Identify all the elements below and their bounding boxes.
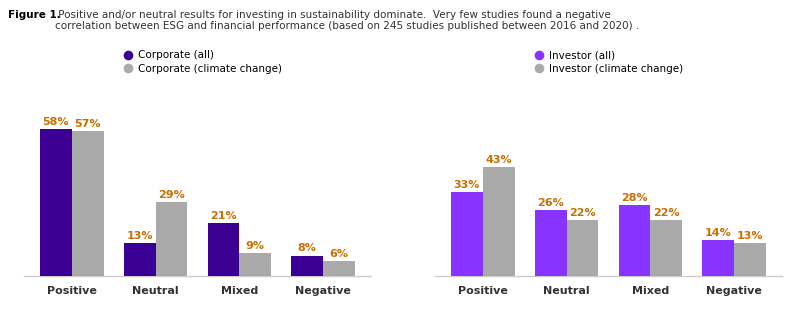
Text: 8%: 8% [297, 243, 317, 254]
Bar [124, 243, 156, 276]
Text: 13%: 13% [737, 231, 763, 241]
Text: 58%: 58% [43, 117, 69, 127]
Text: 13%: 13% [127, 231, 153, 241]
Text: 22%: 22% [653, 208, 679, 218]
Bar [291, 256, 323, 276]
Bar [734, 243, 766, 276]
Text: 9%: 9% [246, 241, 265, 251]
Bar [156, 202, 188, 276]
Bar [72, 131, 104, 276]
Bar [535, 210, 567, 276]
Legend: Corporate (all), Corporate (climate change): Corporate (all), Corporate (climate chan… [123, 50, 281, 74]
Bar [618, 205, 650, 276]
Bar [650, 220, 682, 276]
Text: Figure 1.: Figure 1. [8, 10, 60, 20]
Text: 43%: 43% [485, 155, 512, 165]
Text: 33%: 33% [454, 180, 480, 190]
Text: 57%: 57% [74, 119, 101, 129]
Bar [483, 167, 515, 276]
Bar [40, 129, 72, 276]
Bar [207, 223, 239, 276]
Bar [451, 192, 483, 276]
Text: 14%: 14% [705, 228, 732, 238]
Text: Positive and/or neutral results for investing in sustainability dominate.  Very : Positive and/or neutral results for inve… [55, 10, 639, 31]
Bar [702, 240, 734, 276]
Text: 28%: 28% [621, 193, 648, 203]
Legend: Investor (all), Investor (climate change): Investor (all), Investor (climate change… [534, 50, 683, 74]
Text: 6%: 6% [330, 249, 348, 259]
Text: 26%: 26% [538, 198, 564, 208]
Text: 21%: 21% [210, 210, 237, 221]
Bar [567, 220, 599, 276]
Text: 29%: 29% [158, 190, 185, 200]
Bar [323, 261, 355, 276]
Text: 22%: 22% [569, 208, 596, 218]
Bar [239, 253, 271, 276]
